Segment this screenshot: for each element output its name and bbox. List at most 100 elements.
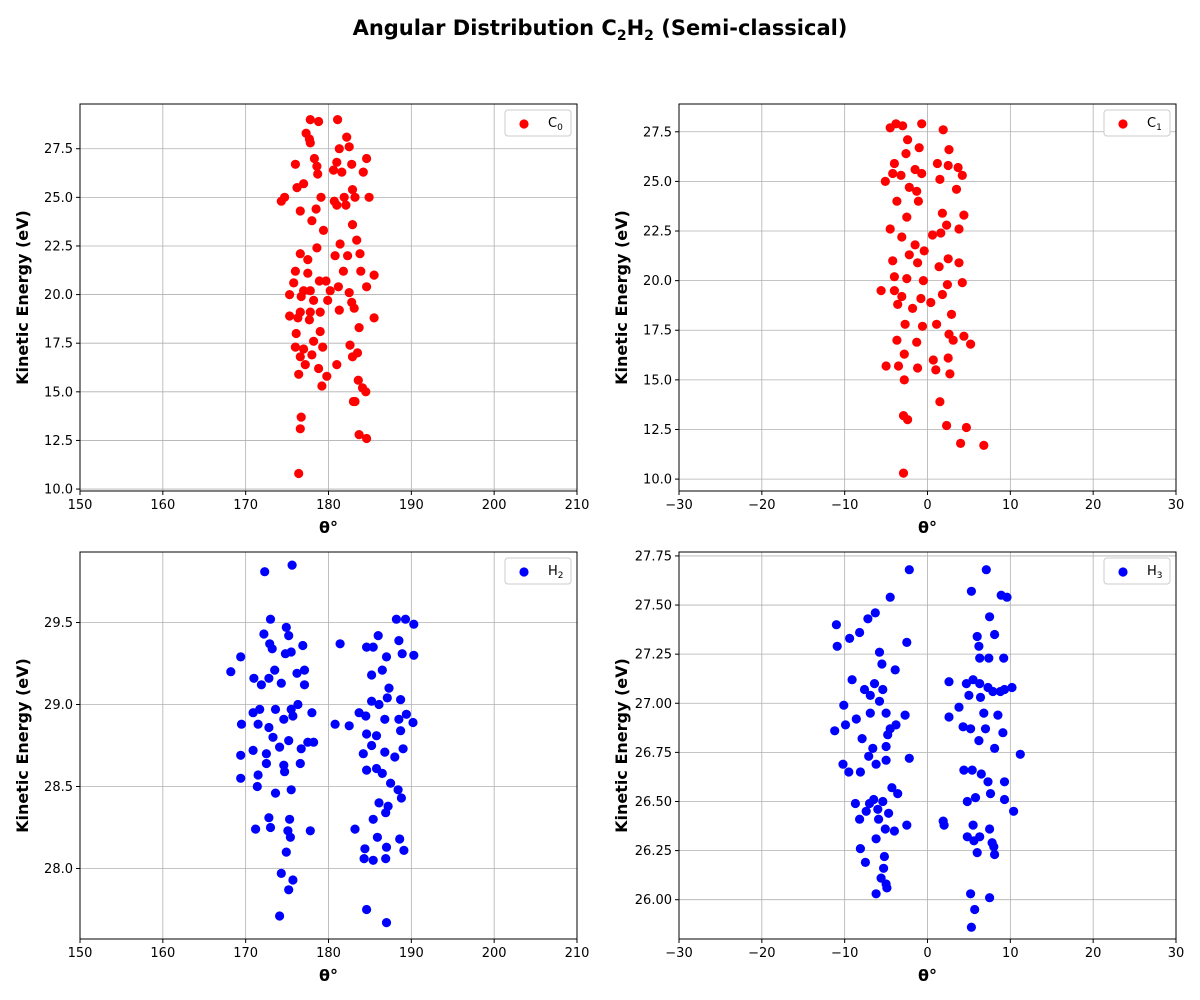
- data-point: [959, 765, 969, 775]
- data-point: [279, 714, 289, 724]
- y-axis-label: Kinetic Energy (eV): [13, 658, 32, 833]
- data-point: [1002, 592, 1012, 602]
- data-point: [913, 258, 923, 268]
- data-point: [295, 249, 305, 259]
- legend: C1: [1103, 109, 1171, 137]
- data-point: [364, 192, 374, 202]
- data-point: [897, 291, 907, 302]
- data-point: [253, 719, 263, 729]
- data-point: [993, 710, 1003, 720]
- data-point: [394, 636, 404, 646]
- legend-marker: [519, 119, 529, 129]
- data-point: [354, 430, 364, 440]
- y-tick-label: 27.00: [635, 697, 672, 712]
- x-axis-label: θ°: [319, 966, 338, 985]
- data-point: [285, 814, 295, 824]
- data-point: [830, 726, 840, 736]
- data-point: [932, 158, 943, 169]
- data-point: [377, 665, 387, 675]
- data-point: [966, 586, 977, 596]
- legend-marker: [1118, 567, 1128, 577]
- y-tick-label: 25.0: [44, 191, 73, 206]
- data-point: [889, 158, 900, 169]
- data-point: [860, 857, 871, 868]
- data-point: [307, 350, 317, 360]
- data-point: [290, 342, 300, 352]
- y-tick-label: 10.0: [44, 483, 73, 498]
- y-tick-label: 20.0: [643, 274, 672, 289]
- data-point: [916, 293, 926, 304]
- y-tick-label: 29.0: [44, 698, 73, 713]
- data-point: [902, 212, 912, 222]
- x-tick-label: −30: [665, 946, 692, 961]
- data-point: [882, 883, 892, 893]
- data-point: [926, 297, 936, 308]
- data-point: [275, 742, 285, 752]
- data-point: [296, 744, 306, 754]
- data-point: [307, 216, 317, 226]
- data-point: [305, 826, 315, 836]
- data-point: [381, 842, 392, 852]
- data-point: [970, 904, 980, 915]
- data-point: [990, 849, 1000, 860]
- data-point: [868, 743, 878, 754]
- data-point: [981, 565, 991, 575]
- data-point: [318, 342, 328, 352]
- data-point: [912, 186, 922, 196]
- data-point: [314, 276, 324, 286]
- data-point: [850, 798, 861, 809]
- data-point: [371, 731, 382, 741]
- data-point: [980, 724, 991, 734]
- data-point: [900, 319, 910, 329]
- x-tick-label: 150: [68, 946, 93, 961]
- data-point: [313, 169, 323, 179]
- data-point: [893, 361, 904, 371]
- data-point: [373, 631, 383, 641]
- data-point: [358, 167, 368, 177]
- data-point: [347, 159, 357, 169]
- data-point: [972, 848, 982, 858]
- data-point: [880, 824, 890, 834]
- data-point: [355, 249, 365, 259]
- data-point: [325, 286, 335, 296]
- data-point: [317, 381, 327, 391]
- data-point: [309, 153, 319, 164]
- data-point: [832, 641, 842, 651]
- data-point: [898, 468, 909, 478]
- y-tick-label: 26.00: [635, 893, 672, 908]
- data-point: [285, 290, 295, 300]
- data-point: [312, 243, 322, 253]
- y-tick-label: 12.5: [643, 423, 672, 438]
- data-point: [985, 612, 995, 622]
- data-point: [275, 911, 285, 921]
- data-point: [337, 167, 347, 177]
- data-point: [855, 844, 866, 854]
- data-point: [893, 789, 903, 799]
- x-axis-label: θ°: [918, 518, 937, 537]
- data-point: [368, 855, 378, 865]
- x-tick-label: 160: [150, 946, 175, 961]
- data-point: [887, 783, 897, 793]
- data-point: [951, 184, 962, 194]
- data-point: [335, 239, 345, 249]
- data-point: [874, 647, 885, 657]
- y-tick-label: 29.5: [44, 616, 73, 631]
- data-point: [398, 744, 408, 754]
- x-tick-label: 200: [482, 946, 507, 961]
- data-point: [855, 814, 865, 824]
- data-point: [390, 752, 400, 762]
- data-point: [881, 755, 891, 765]
- x-tick-label: 30: [1168, 498, 1185, 513]
- data-point: [959, 331, 969, 341]
- data-point: [314, 116, 324, 127]
- data-point: [976, 769, 986, 779]
- data-point: [983, 777, 993, 787]
- data-point: [350, 192, 360, 202]
- data-point: [354, 323, 364, 333]
- data-point: [954, 702, 964, 712]
- data-point: [844, 767, 854, 777]
- data-point: [958, 722, 968, 732]
- data-point: [236, 652, 246, 662]
- x-tick-label: −20: [748, 498, 775, 513]
- data-point: [226, 667, 236, 677]
